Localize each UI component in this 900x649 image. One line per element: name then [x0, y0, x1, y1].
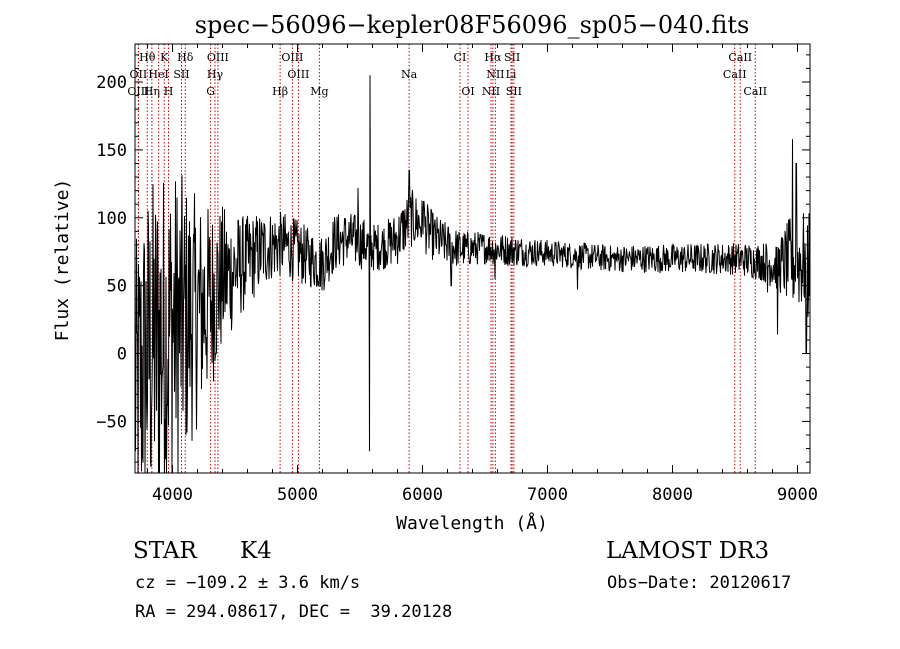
- x-axis: 4000 5000 6000 7000 8000 9000: [147, 44, 818, 505]
- x-tick-label: 6000: [402, 485, 443, 505]
- survey-name: LAMOST DR3: [606, 538, 770, 564]
- ra-dec-coords: RA = 294.08617, DEC = 39.20128: [135, 602, 453, 622]
- line-marker-label: OIII: [281, 51, 303, 64]
- line-marker-label: Hθ: [139, 51, 156, 64]
- y-tick-label: 200: [96, 73, 127, 93]
- line-marker-label: SII: [173, 68, 189, 81]
- y-tick-label: 150: [96, 141, 127, 161]
- line-marker-label: OIII: [127, 85, 149, 98]
- line-marker-label: G: [206, 85, 215, 98]
- line-marker-label: SII: [504, 51, 520, 64]
- chart-title: spec−56096−kepler08F56096_sp05−040.fits: [195, 11, 750, 39]
- line-marker-label: Hβ: [272, 85, 288, 98]
- line-marker-label: OI: [461, 85, 474, 98]
- line-marker-label: Hγ: [207, 68, 224, 81]
- line-marker-label: HeI: [148, 68, 168, 81]
- line-marker-label: Hα: [484, 51, 502, 64]
- line-marker-label: CaII: [728, 51, 752, 64]
- spectrum-flux: [134, 75, 811, 474]
- obs-date: Obs−Date: 20120617: [607, 573, 792, 593]
- spectrum-line: [134, 75, 811, 474]
- line-marker-label: OIII: [287, 68, 309, 81]
- line-marker-label: NII: [486, 68, 504, 81]
- line-marker-label: K: [160, 51, 169, 64]
- x-tick-label: 8000: [652, 485, 693, 505]
- line-marker-label: CaII: [723, 68, 747, 81]
- x-tick-label: 4000: [152, 485, 193, 505]
- line-marker-label: Mg: [310, 85, 328, 98]
- spectral-subclass: K4: [240, 538, 272, 564]
- line-marker-label: NII: [482, 85, 500, 98]
- line-marker-label: OII: [130, 68, 148, 81]
- y-tick-label: −50: [96, 412, 127, 432]
- line-marker-label: Hη: [144, 85, 160, 98]
- line-marker-label: Hδ: [177, 51, 194, 64]
- y-axis: −50 0 50 100 150 200: [96, 54, 810, 463]
- x-tick-label: 7000: [527, 485, 568, 505]
- y-tick-label: 100: [96, 209, 127, 229]
- y-tick-label: 0: [117, 345, 127, 365]
- y-tick-label: 50: [107, 277, 127, 297]
- line-marker-label: SII: [506, 85, 522, 98]
- line-marker-label: Na: [401, 68, 418, 81]
- x-axis-label: Wavelength (Å): [396, 512, 548, 534]
- line-marker-label: H: [164, 85, 174, 98]
- object-type: STAR: [133, 538, 197, 564]
- x-tick-label: 9000: [777, 485, 818, 505]
- y-axis-label: Flux (relative): [52, 179, 73, 342]
- line-marker-label: CI: [454, 51, 467, 64]
- line-marker-label: Li: [506, 68, 517, 81]
- redshift-cz: cz = −109.2 ± 3.6 km/s: [135, 573, 361, 593]
- line-marker-label: OIII: [207, 51, 229, 64]
- x-tick-label: 5000: [277, 485, 318, 505]
- line-marker-label: CaII: [743, 85, 767, 98]
